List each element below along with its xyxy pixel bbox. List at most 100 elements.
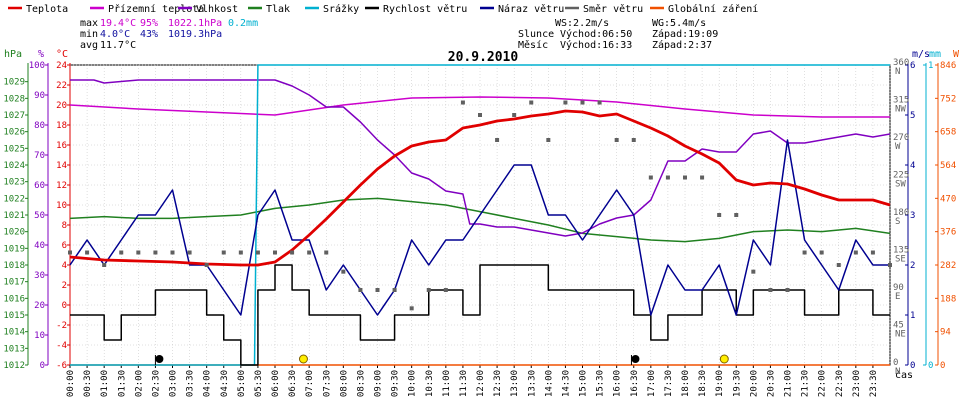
- series-ground-temperature: [69, 96, 890, 118]
- axis-degc-label: 16: [56, 141, 67, 151]
- axis-hpa-label: 1026: [3, 128, 25, 138]
- legend-label-5: Rychlost větru: [383, 3, 467, 15]
- sun-label: Slunce: [518, 29, 554, 40]
- axis-w-label: 564: [940, 161, 956, 171]
- axis-w-label: 470: [940, 194, 956, 204]
- axis-hpa-label: 1013: [3, 344, 25, 354]
- series: [68, 64, 892, 366]
- x-unit-cas: čas: [895, 369, 913, 381]
- wind-direction-point: [888, 263, 892, 267]
- wind-direction-point: [204, 263, 209, 267]
- sun-moon-block: WS:2.2m/s WG:5.4m/s Slunce Východ:06:50 Zápa…: [518, 18, 718, 51]
- axis-hpa-label: 1012: [3, 361, 25, 371]
- axis-pct-label: 80: [34, 121, 45, 131]
- axis-degc-label: -4: [56, 341, 67, 351]
- axis-degc-label: 14: [56, 161, 67, 171]
- axis-pct-label: 10: [34, 331, 45, 341]
- stats-max-label: max: [80, 18, 98, 29]
- wind-direction-point: [358, 288, 363, 292]
- legend-label-1: Přízemní teplota: [108, 3, 204, 15]
- axis-ms-label: 2: [910, 261, 915, 271]
- legend-label-0: Teplota: [26, 4, 68, 15]
- wind-direction-point: [273, 250, 277, 255]
- legend-label-4: Srážky: [323, 3, 359, 15]
- wind-direction-point: [119, 250, 124, 255]
- x-tick-label: 21:30: [801, 370, 811, 397]
- stats-max-temp: 19.4°C: [100, 18, 136, 29]
- axis-dir-name: SW: [895, 180, 906, 190]
- x-tick-label: 20:00: [749, 370, 759, 397]
- axis-dir-deg: 270: [893, 133, 909, 143]
- x-tick-label: 07:00: [305, 370, 315, 397]
- axis-ms-label: 5: [910, 111, 915, 121]
- axis-hpa-label: 1025: [3, 144, 25, 154]
- legend-label-6: Náraz větru: [498, 3, 564, 15]
- x-tick-label: 13:30: [527, 370, 537, 397]
- x-tick-label: 14:00: [544, 370, 554, 397]
- wind-direction-point: [409, 306, 414, 311]
- axis-degc-label: 6: [62, 241, 67, 251]
- x-tick-label: 13:00: [510, 370, 520, 397]
- axis-dir-deg: 90: [893, 283, 904, 293]
- wind-direction-point: [375, 288, 380, 292]
- stats-min-press: 1019.3hPa: [168, 29, 222, 40]
- wind-direction-point: [734, 213, 739, 217]
- axis-dir-deg: 360: [893, 58, 909, 68]
- axis-w-label: 376: [940, 228, 956, 238]
- axis-hpa-label: 1016: [3, 294, 25, 304]
- axis-dir-name: NW: [895, 105, 906, 115]
- x-tick-label: 04:30: [220, 370, 230, 397]
- moon-label: Měsíc: [518, 39, 548, 51]
- x-tick-label: 23:00: [852, 370, 862, 397]
- axis-degc-label: 18: [56, 121, 67, 131]
- axis-degc-label: -2: [56, 321, 67, 331]
- axis-dir-name: S: [895, 217, 900, 227]
- axis-degc-label: 20: [56, 101, 67, 111]
- x-tick-label: 18:00: [681, 370, 691, 397]
- x-tick-label: 00:30: [83, 370, 93, 397]
- wind-direction-point: [785, 288, 790, 292]
- axis-w-label: 846: [940, 61, 956, 71]
- wind-direction-point: [614, 138, 619, 142]
- wind-direction-point: [238, 250, 243, 255]
- wind-direction-point: [631, 138, 636, 142]
- wind-direction-point: [324, 250, 329, 255]
- axis-dir-deg: 315: [893, 96, 909, 106]
- legend-label-8: Globální záření: [668, 3, 758, 15]
- x-tick-label: 16:00: [613, 370, 623, 397]
- stats-block: max 19.4°C 95% 1022.1hPa 0.2mm min 4.0°C 43% 101…: [80, 18, 258, 51]
- moon-icon: [155, 355, 164, 363]
- wind-direction-point: [563, 100, 568, 105]
- wind-direction-point: [307, 250, 312, 255]
- wind-direction-point: [392, 288, 397, 292]
- wind-direction-point: [341, 269, 346, 274]
- wind-direction-point: [648, 175, 653, 180]
- x-tick-label: 14:30: [561, 370, 571, 397]
- axis-degc-label: -6: [56, 361, 67, 371]
- unit-w: W: [953, 49, 960, 60]
- axis-hpa-label: 1028: [3, 94, 25, 104]
- x-tick-label: 23:30: [869, 370, 879, 397]
- axis-pct-label: 100: [29, 61, 45, 71]
- x-tick-label: 17:30: [664, 370, 674, 397]
- wind-direction-point: [221, 250, 226, 255]
- x-tick-label: 11:30: [459, 370, 469, 397]
- x-tick-label: 19:30: [732, 370, 742, 397]
- x-tick-label: 18:30: [698, 370, 708, 397]
- wind-direction-point: [819, 250, 824, 255]
- wind-direction-point: [478, 113, 482, 117]
- axis-pct-label: 20: [34, 301, 45, 311]
- sun-set: Západ:19:09: [652, 28, 718, 40]
- x-tick-label: 05:00: [237, 370, 247, 397]
- axis-hpa-label: 1027: [3, 111, 25, 121]
- x-tick-label: 09:30: [391, 370, 401, 397]
- axis-w-label: 94: [940, 328, 951, 338]
- wind-direction-point: [836, 263, 841, 267]
- x-tick-label: 20:30: [766, 370, 776, 397]
- wind-direction-point: [665, 175, 670, 180]
- axis-hpa-label: 1019: [3, 244, 25, 254]
- legend-label-2: Vlhkost: [196, 4, 238, 15]
- axis-degc-label: 0: [62, 301, 67, 311]
